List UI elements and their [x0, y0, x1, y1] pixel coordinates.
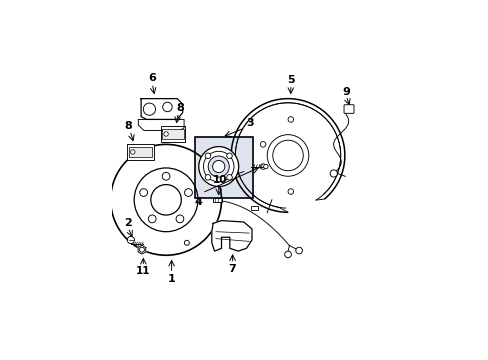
- FancyBboxPatch shape: [195, 138, 253, 198]
- Text: 8: 8: [124, 121, 132, 131]
- Circle shape: [260, 164, 265, 169]
- Circle shape: [267, 135, 308, 176]
- Circle shape: [148, 215, 156, 223]
- FancyBboxPatch shape: [127, 144, 153, 159]
- Circle shape: [212, 161, 224, 173]
- Circle shape: [287, 189, 293, 194]
- Text: 1: 1: [167, 274, 175, 284]
- Circle shape: [163, 102, 172, 112]
- Text: 8: 8: [176, 103, 183, 113]
- Circle shape: [260, 141, 265, 147]
- Text: 6: 6: [148, 73, 156, 83]
- Text: 9: 9: [342, 87, 349, 97]
- Polygon shape: [138, 245, 145, 254]
- Circle shape: [127, 237, 134, 244]
- Text: 3: 3: [246, 118, 254, 128]
- Circle shape: [226, 153, 232, 158]
- Circle shape: [130, 150, 135, 154]
- Text: 10: 10: [212, 175, 227, 185]
- Polygon shape: [138, 120, 183, 131]
- Circle shape: [287, 117, 293, 122]
- FancyBboxPatch shape: [128, 147, 152, 157]
- FancyBboxPatch shape: [251, 206, 258, 210]
- Circle shape: [184, 189, 192, 197]
- Text: 2: 2: [123, 217, 131, 228]
- Circle shape: [295, 247, 302, 254]
- Circle shape: [184, 240, 189, 245]
- Circle shape: [163, 132, 168, 136]
- Circle shape: [198, 147, 238, 186]
- Circle shape: [205, 153, 210, 158]
- Text: 5: 5: [286, 75, 294, 85]
- Circle shape: [208, 156, 229, 177]
- Circle shape: [226, 175, 232, 180]
- Circle shape: [140, 189, 147, 197]
- FancyBboxPatch shape: [213, 198, 222, 202]
- FancyBboxPatch shape: [160, 126, 185, 141]
- Text: 11: 11: [136, 266, 150, 276]
- Circle shape: [143, 103, 155, 115]
- FancyBboxPatch shape: [344, 105, 353, 113]
- Text: 4: 4: [194, 197, 202, 207]
- Text: 7: 7: [228, 264, 236, 274]
- Circle shape: [176, 215, 183, 223]
- Polygon shape: [211, 221, 251, 251]
- Circle shape: [329, 170, 337, 177]
- FancyBboxPatch shape: [162, 129, 183, 139]
- Circle shape: [263, 164, 267, 169]
- Circle shape: [205, 175, 210, 180]
- Circle shape: [162, 172, 170, 180]
- Polygon shape: [141, 99, 183, 120]
- Circle shape: [284, 251, 291, 258]
